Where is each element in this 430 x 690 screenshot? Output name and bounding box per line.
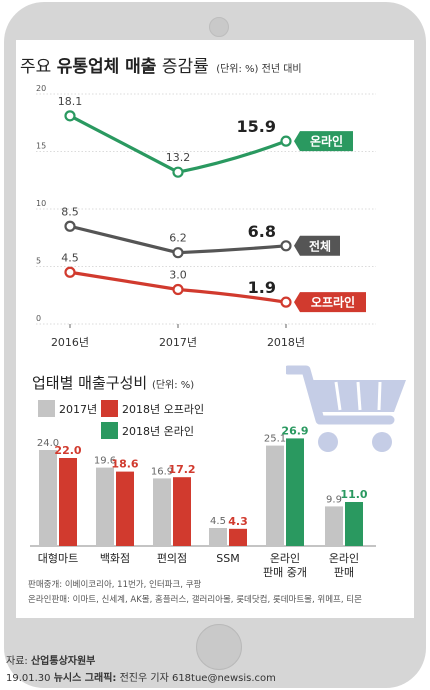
title-unit: (단위: %) 전년 대비: [216, 64, 302, 75]
data-label-last: 1.9: [248, 278, 276, 297]
note-online: 온라인판매: 이마트, 신세계, AK몰, 홈플러스, 갤러리아몰, 롯데닷컴,…: [28, 595, 362, 605]
series-name-label: 오프라인: [311, 295, 355, 310]
bar-value-label: 4.5: [210, 516, 226, 527]
legend-item-2017: 2017년: [38, 400, 97, 417]
data-label: 18.1: [58, 95, 83, 108]
bar-value-label: 24.0: [37, 438, 59, 449]
data-label: 8.5: [61, 205, 79, 218]
note-brokerage: 판매중개: 이베이코리아, 11번가, 인터파크, 쿠팡: [28, 580, 202, 590]
bar-title-main: 업태별 매출구성비: [32, 374, 148, 392]
bar-value-label: 25.1: [264, 434, 286, 445]
category-label: 편의점: [157, 552, 187, 565]
bar-title-unit: (단위: %): [151, 380, 195, 391]
source-label: 자료:: [6, 656, 28, 667]
page-title: 주요 유통업체 매출 증감률 (단위: %) 전년 대비: [20, 52, 302, 77]
title-prefix: 주요: [20, 57, 52, 77]
legend-item-offline: 2018년 오프라인: [101, 400, 204, 417]
legend-swatch-red: [101, 400, 118, 417]
bar: [59, 458, 77, 546]
series-name-tag: [294, 292, 366, 313]
bar: [345, 502, 363, 546]
data-label: 3.0: [169, 269, 187, 282]
y-tick-label: 20: [36, 84, 46, 93]
y-tick-label: 0: [36, 314, 41, 323]
legend-label-2017: 2017년: [59, 402, 98, 416]
data-point: [172, 166, 184, 178]
data-point: [64, 220, 76, 232]
data-point: [280, 135, 292, 147]
legend-swatch-green: [101, 422, 118, 439]
credit-source: 자료: 산업통상자원부: [6, 652, 95, 667]
data-point: [172, 247, 184, 259]
category-label: 대형마트: [38, 552, 78, 565]
bar-value-label: 18.6: [111, 458, 138, 471]
bar: [266, 445, 284, 546]
y-tick-label: 5: [36, 257, 41, 266]
x-tick-label: 2018년: [267, 336, 305, 349]
data-point: [64, 110, 76, 122]
data-point: [280, 240, 292, 252]
category-label: 온라인: [270, 552, 300, 565]
data-point: [280, 296, 292, 308]
credit-brand: 뉴시스 그래픽:: [53, 673, 117, 684]
bar: [116, 471, 134, 546]
category-label: SSM: [216, 552, 239, 565]
bar: [173, 477, 191, 546]
bar: [39, 450, 57, 546]
y-tick-label: 10: [36, 199, 46, 208]
bar-value-label: 26.9: [281, 424, 308, 437]
speaker-icon: [209, 17, 229, 37]
bar: [325, 506, 343, 546]
credit-byline: 19.01.30 뉴시스 그래픽: 전진우 기자 618tue@newsis.c…: [6, 669, 276, 684]
title-rest: 증감률: [161, 57, 209, 77]
data-label: 4.5: [61, 251, 79, 264]
x-tick-label: 2016년: [51, 336, 89, 349]
bar-value-label: 16.9: [151, 466, 173, 477]
x-tick-label: 2017년: [159, 336, 197, 349]
bar-value-label: 4.3: [228, 515, 248, 528]
data-label: 13.2: [166, 151, 191, 164]
data-label-last: 15.9: [237, 117, 276, 136]
bar: [229, 528, 247, 546]
data-label: 6.2: [169, 232, 187, 245]
legend-label-online: 2018년 온라인: [122, 424, 194, 438]
series-name-label: 온라인: [310, 134, 343, 149]
series-name-label: 전체: [309, 238, 331, 253]
legend-swatch-gray: [38, 400, 55, 417]
category-label: 온라인: [329, 552, 359, 565]
bar-chart-title: 업태별 매출구성비 (단위: %): [32, 372, 194, 393]
legend-label-offline: 2018년 오프라인: [122, 402, 205, 416]
series-name-tag: [294, 131, 353, 152]
category-label: 판매 중개: [263, 566, 307, 579]
bar-value-label: 19.6: [94, 456, 116, 467]
bar: [153, 478, 171, 546]
source-name: 산업통상자원부: [30, 656, 96, 667]
legend-item-online: 2018년 온라인: [101, 422, 194, 439]
home-button: [196, 624, 242, 670]
category-label: 백화점: [100, 552, 130, 565]
title-bold: 유통업체 매출: [56, 57, 157, 77]
data-point: [64, 266, 76, 278]
credit-author: 전진우 기자 618tue@newsis.com: [119, 673, 276, 684]
category-label: 판매: [334, 566, 354, 579]
bar: [286, 438, 304, 546]
bar-value-label: 17.2: [168, 463, 195, 476]
bar-value-label: 11.0: [340, 488, 367, 501]
data-label-last: 6.8: [248, 222, 276, 241]
bar: [209, 528, 227, 546]
cart-icon: [286, 365, 406, 452]
data-point: [172, 283, 184, 296]
credit-date: 19.01.30: [6, 673, 51, 684]
bar-value-label: 22.0: [54, 444, 81, 457]
bar-value-label: 9.9: [326, 494, 342, 505]
series-name-tag: [294, 235, 340, 256]
bar: [96, 467, 114, 546]
y-tick-label: 15: [36, 142, 46, 151]
